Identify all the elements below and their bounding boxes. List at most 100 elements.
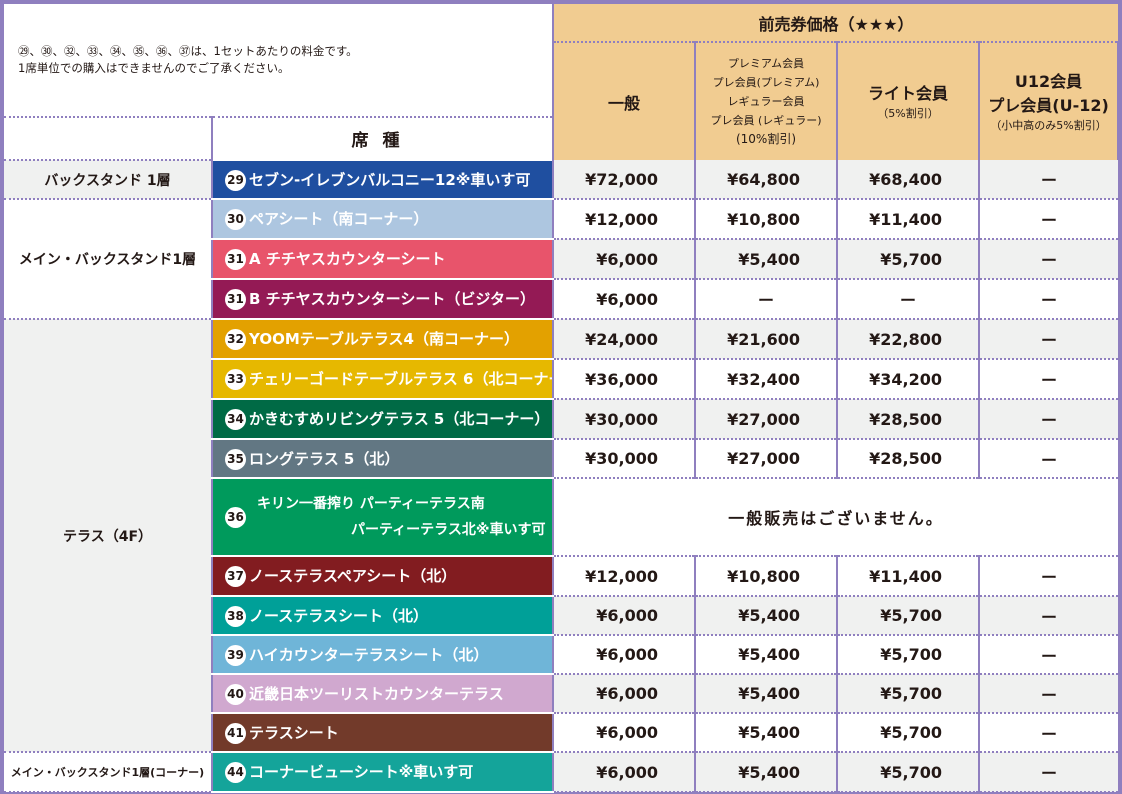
table-row: 36 キリン一番搾り パーティーテラス南 パーティーテラス北※車いす可 一般販売はござ…: [4, 477, 1119, 557]
seat-name: 近畿日本ツーリストカウンターテラス: [249, 684, 504, 703]
price-cell: ー: [979, 439, 1119, 479]
table-row: 40 近畿日本ツーリストカウンターテラス ¥6,000 ¥5,400 ¥5,700 ー: [4, 673, 1119, 714]
price-cell: ¥5,400: [695, 239, 839, 280]
seat-name: A チチヤスカウンターシート: [249, 250, 446, 268]
price-cell: ー: [979, 635, 1119, 675]
seat-number-badge: 39: [225, 644, 246, 666]
price-cell: ー: [979, 319, 1119, 360]
price-cell: ¥21,600: [695, 319, 839, 360]
seat-name-cell: 29 セブン-イレブンバルコニー12※車いす可: [210, 159, 555, 200]
price-cell: ¥22,800: [837, 319, 981, 360]
seat-number-badge: 40: [225, 683, 246, 705]
price-cell: ¥27,000: [695, 439, 839, 479]
price-cell: ¥30,000: [553, 399, 697, 440]
price-table: ㉙、㉚、㉜、㉝、㉞、㉟、㊱、㊲は、1セットあたりの料金です。 1席単位での購入はで…: [4, 4, 1120, 793]
seat-group: メイン・バックスタンド1層(コーナー): [4, 751, 212, 793]
seat-number-badge: 37: [225, 566, 246, 587]
seat-name: ペアシート（南コーナー）: [249, 210, 429, 228]
price-cell: ー: [979, 199, 1119, 240]
price-cell: ー: [979, 556, 1119, 597]
seat-name-cell: 33 チェリーゴードテーブルテラス 6（北コーナー）: [210, 358, 555, 400]
price-cell: ¥32,400: [695, 359, 839, 400]
group-header-blank: [4, 117, 212, 160]
price-cell: ¥5,400: [695, 596, 839, 636]
seat-name: YOOMテーブルテラス4（南コーナー）: [249, 330, 519, 348]
price-cell: ¥11,400: [837, 556, 981, 597]
seat-number-badge: 36: [225, 506, 246, 528]
seat-name-cell: 39 ハイカウンターテラスシート（北）: [210, 634, 555, 675]
price-cell: ¥10,800: [695, 556, 839, 597]
price-cell: ¥10,800: [695, 199, 839, 240]
col-lite: ライト会員 （5%割引）: [837, 41, 981, 160]
seat-group: テラス（4F）: [4, 318, 212, 753]
seat-group: バックスタンド 1層: [4, 159, 212, 200]
price-cell: ¥6,000: [553, 596, 697, 636]
table-row: バックスタンド 1層 29 セブン-イレブンバルコニー12※車いす可 ¥72,000 ¥…: [4, 159, 1119, 200]
price-cell: ー: [979, 596, 1119, 636]
price-cell: ¥5,700: [837, 713, 981, 753]
seat-name-cell: 32 YOOMテーブルテラス4（南コーナー）: [210, 318, 555, 360]
seat-name: かきむすめリビングテラス 5（北コーナー）: [249, 410, 550, 428]
seat-name: コーナービューシート※車いす可: [249, 763, 474, 781]
price-cell: ¥5,700: [837, 674, 981, 714]
price-cell: ¥34,200: [837, 359, 981, 400]
seat-number-badge: 31: [225, 289, 246, 310]
seat-number-badge: 34: [225, 409, 246, 430]
set-price-note: ㉙、㉚、㉜、㉝、㉞、㉟、㊱、㊲は、1セットあたりの料金です。 1席単位での購入はで…: [4, 4, 554, 118]
seat-name-cell: 35 ロングテラス 5（北）: [210, 438, 555, 479]
seat-name-cell: 31 B チチヤスカウンターシート（ビジター）: [210, 278, 555, 320]
price-cell: ¥6,000: [553, 279, 697, 320]
price-cell: ¥12,000: [553, 556, 697, 597]
seat-name: ロングテラス 5（北）: [249, 449, 400, 468]
seat-name: B チチヤスカウンターシート（ビジター）: [249, 290, 536, 308]
seat-number-badge: 32: [225, 329, 246, 350]
table-row: 38 ノーステラスシート（北） ¥6,000 ¥5,400 ¥5,700 ー: [4, 595, 1119, 636]
seat-name: テラスシート: [249, 723, 339, 742]
seat-group: メイン・バックスタンド1層: [4, 198, 212, 320]
seat-name-cell: 36 キリン一番搾り パーティーテラス南 パーティーテラス北※車いす可: [210, 477, 555, 557]
col-general: 一般: [552, 41, 697, 160]
seat-number-badge: 38: [225, 605, 246, 627]
table-row: テラス（4F） 32 YOOMテーブルテラス4（南コーナー） ¥24,000 ¥21,6…: [4, 318, 1119, 753]
price-cell: ¥27,000: [695, 399, 839, 440]
table-row: 35 ロングテラス 5（北） ¥30,000 ¥27,000 ¥28,500 ー: [4, 438, 1119, 479]
table-row: メイン・バックスタンド1層 30 ペアシート（南コーナー） ¥12,000 ¥10,80…: [4, 198, 1119, 320]
seat-number-badge: 30: [225, 209, 246, 230]
no-sale-notice: 一般販売はございません。: [553, 478, 1119, 557]
seat-name: キリン一番搾り パーティーテラス南: [257, 496, 485, 512]
price-cell: ¥12,000: [553, 199, 697, 240]
seat-name: ノーステラスペアシート（北）: [249, 567, 457, 585]
seat-name: ノーステラスシート（北）: [249, 606, 428, 625]
seat-number-badge: 29: [225, 169, 246, 191]
seat-number-badge: 44: [225, 762, 246, 783]
table-row: 31 B チチヤスカウンターシート（ビジター） ¥6,000 ーーー: [4, 278, 1119, 320]
price-cell: ¥5,400: [695, 713, 839, 753]
table-row: 39 ハイカウンターテラスシート（北） ¥6,000 ¥5,400 ¥5,700 ー: [4, 634, 1119, 675]
price-cell: ¥5,700: [837, 239, 981, 280]
price-cell: ー: [979, 674, 1119, 714]
price-cell: ¥72,000: [553, 160, 697, 200]
seat-name-cell: 40 近畿日本ツーリストカウンターテラス: [210, 673, 555, 714]
price-cell: ー: [979, 713, 1119, 753]
seat-name-cell: 37 ノーステラスペアシート（北）: [210, 555, 555, 597]
price-cell: ¥5,700: [837, 596, 981, 636]
table-row: 41 テラスシート ¥6,000 ¥5,400 ¥5,700 ー: [4, 712, 1119, 753]
seat-name-cell: 34 かきむすめリビングテラス 5（北コーナー）: [210, 398, 555, 440]
price-cell: ¥11,400: [837, 199, 981, 240]
price-cell: ¥30,000: [553, 439, 697, 479]
presale-price-header: 前売券価格（★★★）: [552, 4, 1119, 42]
seat-number-badge: 31: [225, 249, 246, 270]
col-u12: U12会員 プレ会員(U-12) （小中高のみ5%割引）: [979, 41, 1120, 160]
price-cell: ¥5,700: [837, 635, 981, 675]
price-cell: ¥6,000: [553, 674, 697, 714]
price-cell: ー: [695, 279, 839, 320]
seat-name-cell: 30 ペアシート（南コーナー）: [210, 198, 555, 240]
seat-name-cell: 38 ノーステラスシート（北）: [210, 595, 555, 636]
seat-number-badge: 41: [225, 722, 246, 744]
price-cell: ー: [979, 160, 1119, 200]
price-cell: ー: [837, 279, 981, 320]
table-row: 31 A チチヤスカウンターシート ¥6,000 ¥5,400 ¥5,700 ー: [4, 238, 1119, 280]
price-cell: ¥5,700: [837, 752, 981, 793]
seat-number-badge: 33: [225, 369, 246, 390]
